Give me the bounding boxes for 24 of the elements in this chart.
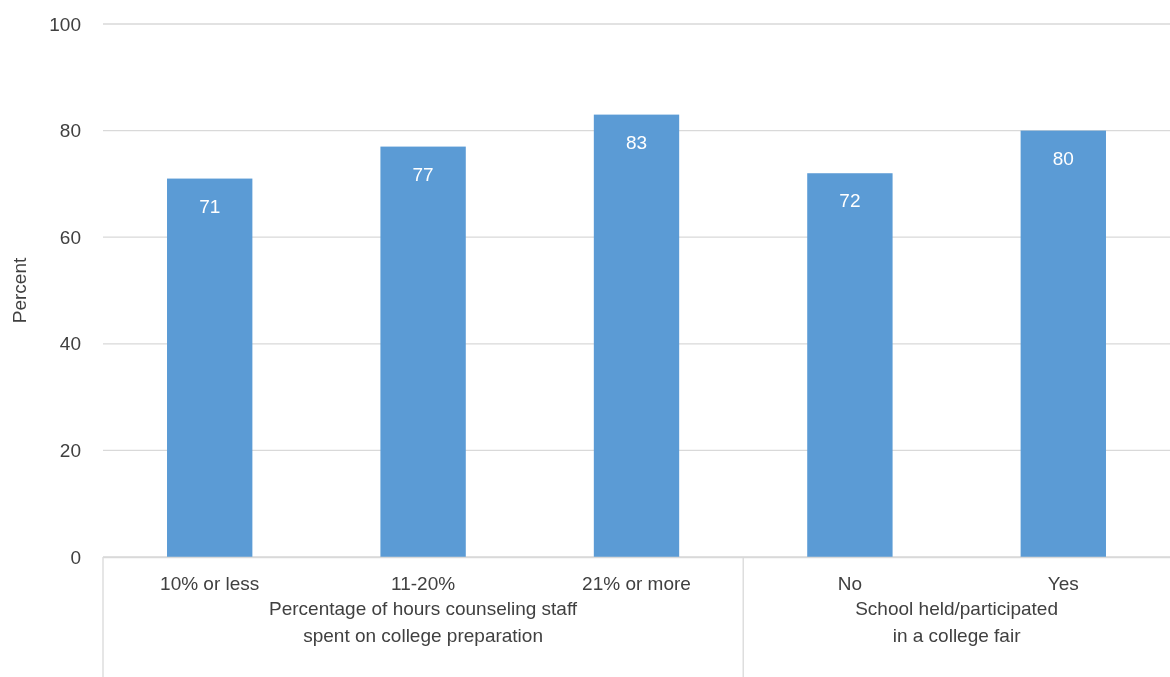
- data-label: 71: [199, 195, 221, 217]
- bar: [167, 178, 253, 557]
- y-tick-label: 20: [59, 439, 81, 461]
- data-label: 72: [839, 190, 861, 212]
- y-axis-title: Percent: [9, 257, 30, 324]
- y-tick-label: 80: [59, 120, 81, 142]
- x-tick-label: 10% or less: [160, 573, 260, 595]
- y-tick-label: 100: [49, 13, 81, 35]
- x-tick-label: No: [837, 573, 863, 595]
- bar: [380, 146, 466, 557]
- y-tick-label: 60: [59, 226, 81, 248]
- x-tick-label: 21% or more: [582, 573, 691, 595]
- x-tick-label: Yes: [1047, 573, 1079, 595]
- bar: [593, 114, 680, 557]
- y-tick-label: 40: [59, 333, 81, 355]
- bar: [1020, 130, 1106, 557]
- y-tick-label: 0: [70, 546, 81, 568]
- x-tick-label: 11-20%: [391, 573, 456, 595]
- bar: [807, 173, 893, 557]
- data-label: 80: [1052, 147, 1074, 169]
- text: Percentage of hours counseling staff spent on college preparation: [269, 598, 578, 646]
- data-label: 83: [625, 131, 648, 153]
- data-label: 77: [412, 163, 434, 185]
- text: School held/participated in a college fair: [855, 598, 1059, 646]
